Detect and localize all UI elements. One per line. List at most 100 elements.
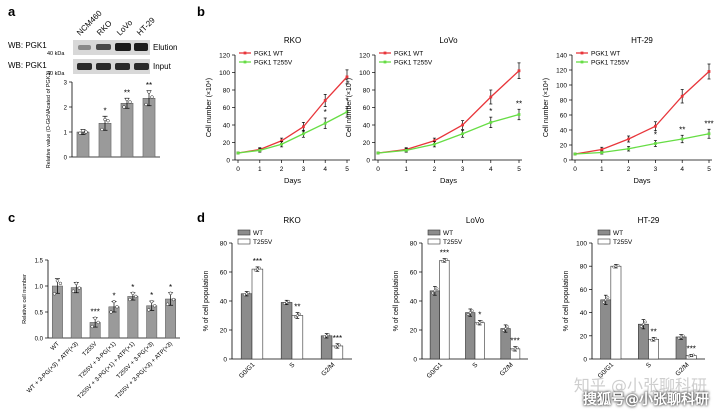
blot-lane-label: RKO (95, 19, 114, 38)
significance-marker: ** (124, 88, 130, 97)
significance-marker: * (112, 292, 115, 301)
chart-title: LoVo (439, 36, 458, 45)
legend-label: T255V (443, 239, 463, 246)
bar (76, 131, 90, 158)
data-point (84, 130, 88, 134)
data-point (502, 329, 505, 332)
significance-marker: ** (516, 99, 522, 108)
series-line (237, 76, 348, 154)
legend-label: PGK1 WT (254, 51, 283, 58)
data-point (604, 298, 608, 302)
x-tick-label: 5 (517, 166, 521, 173)
x-tick-label: G0/G1 (238, 361, 257, 380)
data-point (55, 279, 60, 283)
data-point (100, 127, 104, 132)
y-tick-label: 0 (583, 357, 587, 364)
legend-label: WT (613, 230, 623, 237)
bar (142, 98, 156, 158)
data-point (115, 305, 119, 309)
data-point (404, 148, 408, 152)
bar (474, 322, 485, 360)
series-line (377, 70, 520, 154)
data-point (600, 151, 604, 154)
data-point (77, 286, 81, 290)
x-tick-label: 1 (404, 166, 408, 173)
data-point (516, 346, 519, 350)
y-axis-label: Relative cell number (22, 274, 28, 324)
data-point (103, 117, 107, 122)
y-tick-label: 80 (580, 264, 588, 271)
data-point (627, 137, 630, 141)
significance-marker: *** (510, 337, 519, 346)
data-point (707, 132, 711, 136)
x-tick-label: 2 (280, 166, 284, 173)
data-point (654, 337, 658, 340)
data-point (692, 353, 695, 357)
data-point (58, 281, 63, 286)
data-point (511, 348, 515, 352)
y-tick-label: 1.0 (35, 285, 44, 291)
y-tick-label: 40 (410, 299, 418, 306)
data-point (443, 259, 446, 262)
data-point (90, 324, 94, 329)
y-tick-label: 100 (219, 70, 230, 77)
x-tick-label: 1 (600, 166, 604, 173)
x-tick-label: 3 (654, 166, 658, 173)
legend-marker (383, 60, 387, 64)
data-point (323, 121, 327, 125)
y-tick-label: 60 (410, 270, 418, 277)
legend-marker (383, 51, 387, 55)
legend-marker (243, 60, 247, 64)
y-tick-label: 80 (410, 241, 418, 248)
data-point (131, 291, 135, 295)
chart-title: LoVo (466, 216, 485, 225)
x-tick-label: S (288, 361, 296, 369)
chart-title: HT-29 (631, 36, 653, 45)
y-tick-label: 80 (560, 98, 568, 105)
data-point (338, 343, 341, 347)
data-point (71, 289, 75, 293)
x-tick-label: G2/M (674, 361, 690, 377)
legend-marker (243, 51, 247, 55)
y-axis-label: % of cell population (563, 271, 570, 332)
data-point (435, 287, 439, 290)
data-point (602, 300, 605, 304)
data-point (480, 320, 484, 323)
y-tick-label: 0 (563, 158, 567, 165)
bar (120, 103, 134, 158)
y-tick-label: 40 (220, 299, 228, 306)
chart-title: HT-29 (638, 216, 660, 225)
legend-label: WT (443, 230, 453, 237)
legend-label: PGK1 WT (394, 51, 423, 58)
y-tick-label: 20 (363, 140, 371, 147)
y-tick-label: 40 (223, 123, 231, 130)
x-tick-label: G2/M (499, 361, 515, 377)
bar (500, 328, 511, 360)
data-point (679, 335, 683, 339)
data-point (513, 347, 517, 351)
significance-marker: *** (440, 249, 449, 258)
y-tick-label: 20 (223, 140, 231, 147)
data-point (654, 142, 657, 145)
x-tick-label: 5 (345, 166, 349, 173)
blot-row-tag: Input (153, 62, 172, 71)
x-tick-label: 0 (573, 166, 577, 173)
blot-membrane (73, 40, 150, 55)
data-point (612, 265, 616, 269)
y-tick-label: 120 (556, 68, 567, 75)
data-point (461, 132, 464, 136)
data-point (345, 110, 349, 114)
bar (465, 312, 476, 360)
data-point (376, 151, 380, 155)
data-point (677, 336, 681, 340)
data-point (600, 148, 604, 151)
data-point (689, 354, 693, 357)
legend-swatch (597, 238, 611, 245)
bar (127, 296, 139, 339)
x-tick-label: G0/G1 (426, 361, 445, 380)
significance-marker: *** (253, 257, 262, 266)
data-point (134, 294, 138, 299)
blot-kda-label: 40 kDa (47, 51, 65, 57)
significance-marker: ** (146, 81, 152, 90)
data-point (280, 139, 283, 143)
